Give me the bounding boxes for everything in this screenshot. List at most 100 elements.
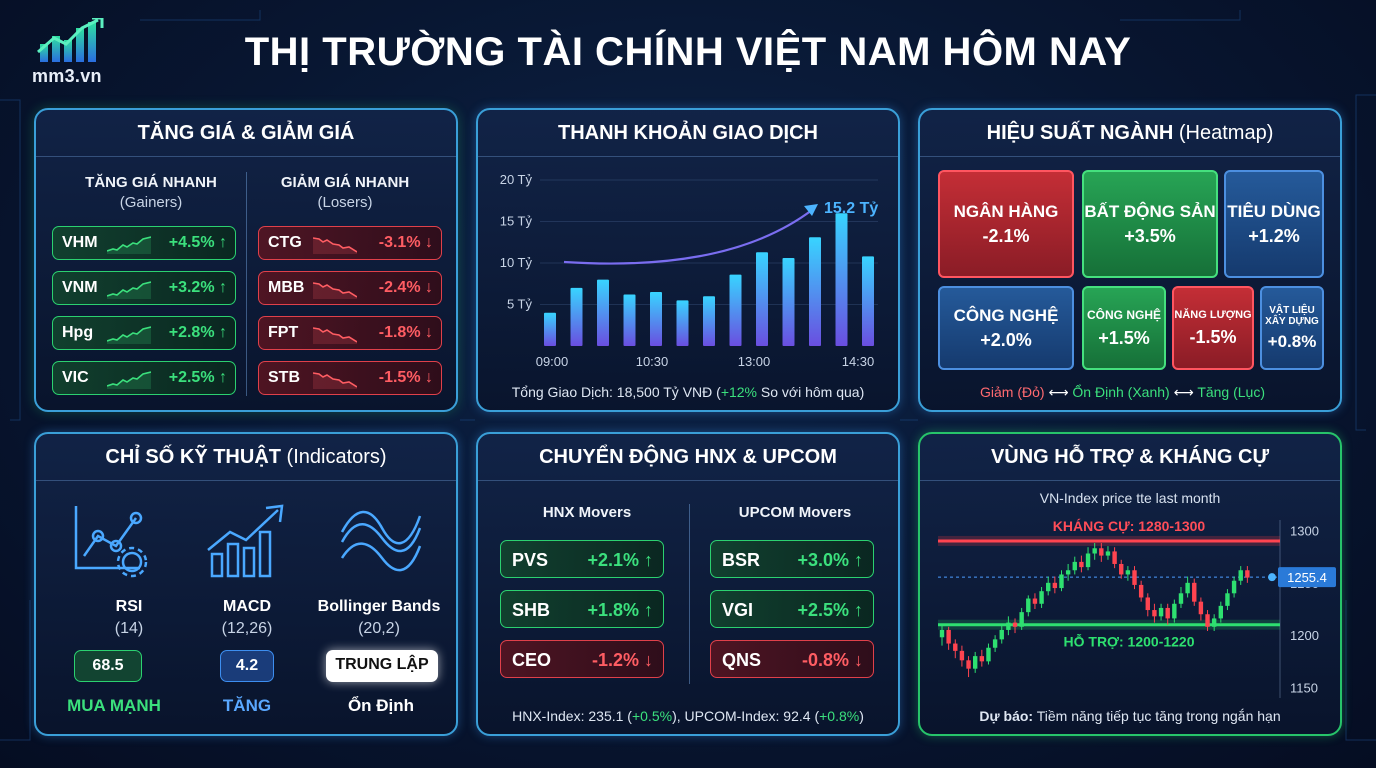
losers-heading: GIẢM GIÁ NHANH (Losers) (280, 174, 410, 211)
indicators-panel: CHỈ SỐ KỸ THUẬT (Indicators) RSI MACD Bo… (34, 432, 458, 736)
x-tick-label: 09:00 (536, 354, 569, 369)
change-label: +2.5% ↑ (797, 600, 863, 620)
liquidity-panel-title: THANH KHOẢN GIAO DỊCH (478, 110, 898, 157)
hnx-row-pvs[interactable]: PVS +2.1% ↑ (500, 540, 664, 578)
upcom-movers-heading: UPCOM Movers (738, 504, 852, 521)
support-resistance-panel: VÙNG HỖ TRỢ & KHÁNG CỰ VN-Index price tt… (918, 432, 1342, 736)
candle-body (1006, 622, 1011, 630)
candle-body (1185, 582, 1190, 594)
change-label: +4.5% ↑ (168, 234, 227, 251)
candle-body (1059, 574, 1064, 589)
sparkline-up-icon (107, 326, 151, 344)
gainer-row-vic[interactable]: VIC +2.5% ↑ (52, 361, 236, 395)
liquidity-bar (676, 300, 689, 346)
arrow-down-icon: ↓ (425, 369, 433, 386)
liquidity-chart: 5 Tỷ 10 Tỷ 15 Tỷ 20 Tỷ 09:00 10:30 13:00 14:30 1… (500, 172, 879, 369)
support-label: HỖ TRỢ: 1200-1220 (1064, 633, 1195, 650)
arrow-down-icon: ↓ (425, 324, 433, 341)
liquidity-bar (597, 279, 609, 346)
loser-row-fpt[interactable]: FPT -1.8% ↓ (258, 316, 442, 350)
change-label: -1.2% ↓ (591, 650, 653, 670)
arrow-up-icon: ↑ (644, 600, 653, 620)
upcom-row-vgi[interactable]: VGI +2.5% ↑ (710, 590, 874, 628)
liquidity-bar (729, 274, 742, 346)
trend-curve (563, 209, 813, 265)
sector-tile-banking[interactable]: NGÂN HÀNG -2.1% (938, 170, 1074, 278)
gainer-row-vnm[interactable]: VNM +3.2% ↑ (52, 271, 236, 305)
hnx-upcom-panel: CHUYỂN ĐỘNG HNX & UPCOM HNX Movers UPCOM… (476, 432, 900, 736)
y-tick-label: 5 Tỷ (507, 297, 533, 312)
movers-panel-title: TĂNG GIÁ & GIẢM GIÁ (36, 110, 456, 157)
forecast-line: Dự báo: Tiềm năng tiếp tục tăng trong ng… (979, 708, 1281, 724)
candle-body (992, 639, 998, 648)
rsi-name: RSI (115, 598, 143, 615)
ticker-label: STB (268, 369, 300, 386)
y-tick-label: 20 Tỷ (500, 172, 533, 187)
sparkline-down-icon (313, 372, 357, 389)
resistance-label: KHÁNG CỰ: 1280-1300 (1053, 518, 1206, 534)
hnx-row-ceo[interactable]: CEO -1.2% ↓ (500, 640, 664, 678)
liquidity-bar (756, 252, 768, 346)
sector-tile-technology-2[interactable]: CÔNG NGHỆ +1.5% (1082, 286, 1166, 370)
ticker-label: PVS (512, 550, 549, 570)
ticker-label: QNS (722, 650, 762, 670)
hnx-upcom-panel-title: CHUYỂN ĐỘNG HNX & UPCOM (478, 434, 898, 481)
candle-body (1092, 548, 1097, 554)
index-footer: HNX-Index: 235.1 (+0.5%), UPCOM-Index: 9… (512, 708, 864, 724)
hnx-row-shb[interactable]: SHB +1.8% ↑ (500, 590, 664, 628)
trend-arrow-icon (804, 204, 818, 216)
candle-body (1152, 610, 1157, 617)
sparkline-down-icon (313, 237, 357, 254)
sector-tile-real-estate[interactable]: BẤT ĐỘNG SẢN +3.5% (1082, 170, 1218, 278)
ticker-label: SHB (512, 600, 551, 620)
gainer-row-vhm[interactable]: VHM +4.5% ↑ (52, 226, 236, 260)
page-title: THỊ TRƯỜNG TÀI CHÍNH VIỆT NAM HÔM NAY (244, 30, 1132, 74)
change-label: -1.5% ↓ (378, 369, 433, 386)
upcom-row-bsr[interactable]: BSR +3.0% ↑ (710, 540, 874, 578)
candle-body (1225, 593, 1230, 606)
movers-panel: TĂNG GIÁ & GIẢM GIÁ TĂNG GIÁ NHANH (Gain… (34, 108, 458, 412)
upcom-row-qns[interactable]: QNS -0.8% ↓ (710, 640, 874, 678)
candle-body (1079, 561, 1084, 568)
candle-body (966, 660, 971, 669)
change-label: +2.1% ↑ (587, 550, 653, 570)
candle-body (1165, 607, 1170, 619)
brand-logo[interactable]: mm3.vn (30, 18, 120, 88)
loser-row-mbb[interactable]: MBB -2.4% ↓ (258, 271, 442, 305)
price-tag (1278, 567, 1336, 588)
arrow-up-icon: ↑ (219, 369, 227, 386)
macd-signal: TĂNG (222, 696, 272, 715)
sector-tile-construction-materials[interactable]: VẬT LIỆU XÂY DỰNG +0.8% (1260, 286, 1324, 370)
candle-body (1178, 593, 1184, 604)
candle-body (1238, 570, 1243, 581)
indicators-panel-title: CHỈ SỐ KỸ THUẬT (Indicators) (36, 434, 456, 481)
rsi-param: (14) (114, 620, 144, 637)
sector-tile-consumer[interactable]: TIÊU DÙNG +1.2% (1224, 170, 1324, 278)
heatmap-panel-title: HIỆU SUẤT NGÀNH (Heatmap) (920, 110, 1340, 157)
column-divider (246, 172, 247, 396)
sector-tile-technology[interactable]: CÔNG NGHỆ +2.0% (938, 286, 1074, 370)
arrow-up-icon: ↑ (219, 324, 227, 341)
sr-panel-title: VÙNG HỖ TRỢ & KHÁNG CỰ (920, 434, 1340, 481)
liquidity-bar (650, 292, 662, 346)
ticker-label: MBB (268, 279, 305, 296)
candle-body (1218, 605, 1224, 619)
gainer-row-hpg[interactable]: Hpg +2.8% ↑ (52, 316, 236, 350)
sector-tile-energy[interactable]: NĂNG LƯỢNG -1.5% (1172, 286, 1254, 370)
loser-row-ctg[interactable]: CTG -3.1% ↓ (258, 226, 442, 260)
candle-body (1198, 601, 1204, 615)
bollinger-signal: Ổn Định (347, 696, 415, 715)
x-tick-label: 13:00 (738, 354, 771, 369)
sparkline-down-icon (313, 282, 357, 299)
x-tick-label: 10:30 (636, 354, 669, 369)
chart-gear-icon (74, 506, 148, 578)
candle-body (1072, 561, 1077, 571)
ticker-label: CTG (268, 234, 302, 251)
column-divider (689, 504, 690, 684)
loser-row-stb[interactable]: STB -1.5% ↓ (258, 361, 442, 395)
ticker-label: BSR (722, 550, 761, 570)
change-label: -2.4% ↓ (378, 279, 433, 296)
liquidity-bar (544, 312, 556, 346)
candle-body (1245, 570, 1250, 578)
arrow-up-icon: ↑ (219, 234, 227, 251)
